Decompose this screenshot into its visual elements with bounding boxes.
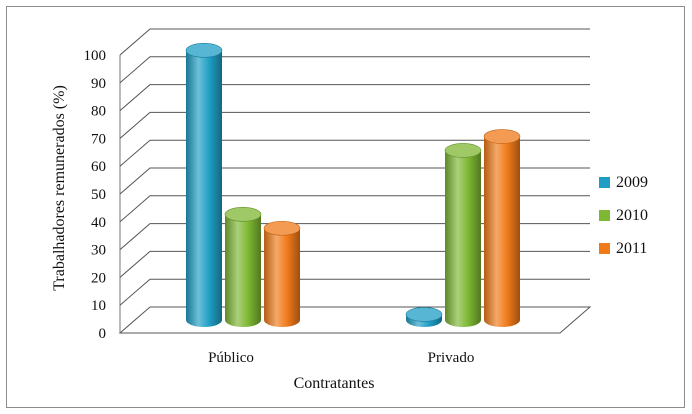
y-tick-label: 60 xyxy=(91,159,106,175)
chart-frame xyxy=(6,6,685,408)
x-axis-title: Contratantes xyxy=(294,375,375,392)
x-tick-labels: Público Privado xyxy=(208,350,474,366)
y-tick-label: 70 xyxy=(91,131,106,147)
y-tick-label: 80 xyxy=(91,104,106,120)
y-tick-label: 10 xyxy=(91,298,106,314)
bar-privado-2009 xyxy=(405,307,443,327)
gridline xyxy=(119,195,590,223)
gridline xyxy=(119,223,590,250)
y-tick-labels: 0 10 20 30 40 50 60 70 80 90 100 xyxy=(84,48,107,342)
x-tick-label: Público xyxy=(208,350,254,366)
gridline xyxy=(119,84,590,111)
gridline xyxy=(119,167,590,195)
gridline xyxy=(119,139,590,167)
legend: 2009 2010 2011 xyxy=(599,174,648,257)
legend-swatch xyxy=(599,243,610,254)
gridline xyxy=(119,250,590,278)
y-tick-label: 100 xyxy=(84,48,107,64)
y-tick-label: 20 xyxy=(91,270,106,286)
gridline xyxy=(119,111,590,139)
y-tick-label: 90 xyxy=(91,76,106,92)
legend-swatch xyxy=(599,177,610,188)
y-tick-label: 30 xyxy=(91,243,106,259)
legend-label: 2011 xyxy=(616,240,647,257)
bar-público-2009 xyxy=(185,43,223,328)
y-axis-title: Trabalhadores remunerados (%) xyxy=(51,85,68,291)
bar-privado-2010 xyxy=(444,143,482,327)
legend-item-2010: 2010 xyxy=(599,207,648,224)
bar-privado-2011 xyxy=(483,129,521,327)
y-tick-label: 50 xyxy=(91,187,106,203)
gridline xyxy=(119,56,590,84)
legend-label: 2010 xyxy=(616,207,648,224)
gridline xyxy=(119,278,590,306)
legend-item-2009: 2009 xyxy=(599,174,648,191)
legend-item-2011: 2011 xyxy=(599,240,647,257)
y-tick-label: 40 xyxy=(91,215,106,231)
legend-swatch xyxy=(599,210,610,221)
bar-público-2010 xyxy=(224,207,262,327)
legend-label: 2009 xyxy=(616,174,648,191)
bar-público-2011 xyxy=(263,220,301,327)
x-tick-label: Privado xyxy=(428,350,475,366)
bars xyxy=(185,43,521,328)
gridline xyxy=(119,28,590,56)
y-tick-label: 0 xyxy=(99,326,107,342)
